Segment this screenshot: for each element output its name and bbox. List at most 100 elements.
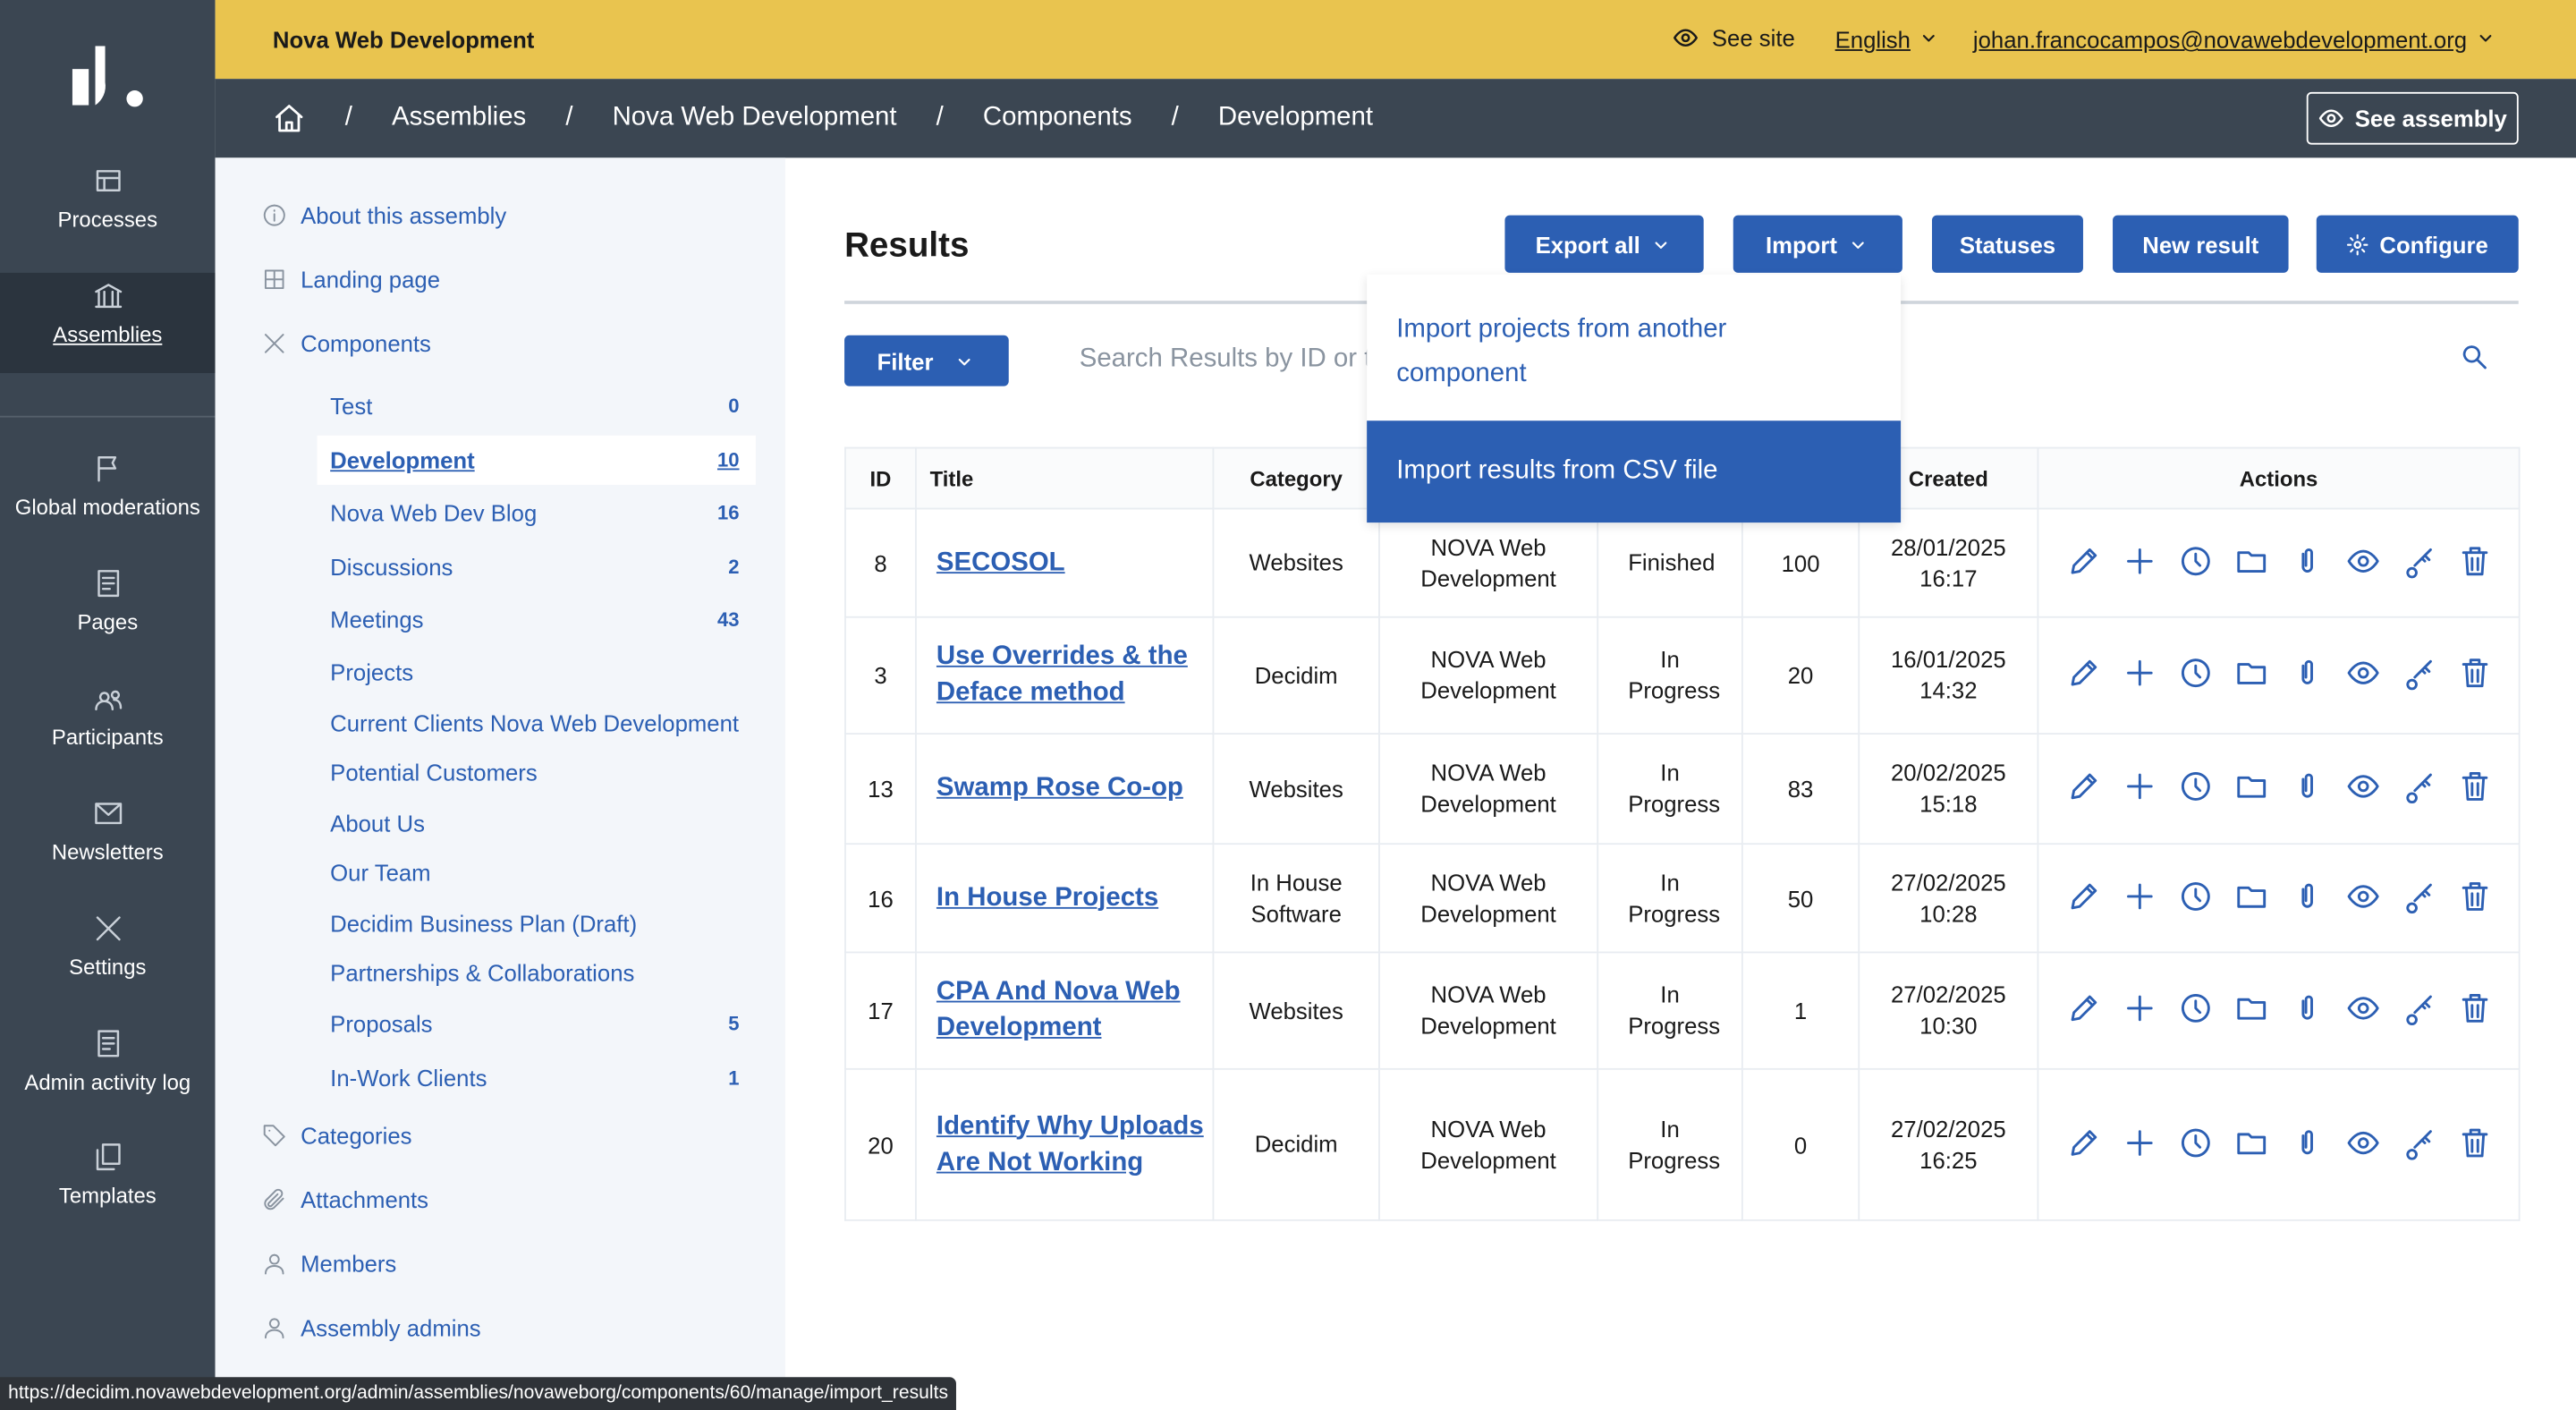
action-button[interactable] [2289, 879, 2324, 918]
action-button[interactable] [2178, 879, 2213, 918]
action-button[interactable] [2289, 543, 2324, 582]
dropdown-item[interactable]: Import projects from another component [1396, 307, 1824, 395]
action-button[interactable] [2066, 1125, 2101, 1164]
result-link[interactable]: Use Overrides & the Deface method [936, 642, 1188, 707]
component-item[interactable]: Our Team [317, 848, 755, 897]
breadcrumb-link[interactable]: Nova Web Development [613, 104, 897, 133]
sub-nav-item[interactable]: Landing page [261, 267, 831, 293]
action-button[interactable] [2289, 656, 2324, 695]
action-button[interactable] [2066, 879, 2101, 918]
nav-item[interactable]: Participants [0, 682, 216, 749]
action-button[interactable] [2401, 1125, 2436, 1164]
action-button[interactable] [2233, 769, 2268, 809]
action-button[interactable] [2178, 991, 2213, 1031]
action-button[interactable] [2345, 991, 2380, 1031]
action-button[interactable] [2345, 879, 2380, 918]
action-button[interactable] [2066, 991, 2101, 1031]
action-button[interactable] [2066, 769, 2101, 809]
action-button[interactable] [2178, 656, 2213, 695]
filter-button[interactable]: Filter [844, 336, 1009, 386]
action-button[interactable] [2457, 656, 2492, 695]
action-button[interactable] [2345, 769, 2380, 809]
action-button[interactable] [2289, 1125, 2324, 1164]
action-button[interactable] [2122, 656, 2157, 695]
result-link[interactable]: SECOSOL [936, 548, 1065, 576]
component-item[interactable]: Partnerships & Collaborations [317, 948, 755, 998]
action-button[interactable] [2122, 543, 2157, 582]
action-button[interactable] [2457, 769, 2492, 809]
action-button[interactable] [2401, 769, 2436, 809]
action-button[interactable] [2233, 656, 2268, 695]
component-item[interactable]: Projects [317, 648, 755, 697]
component-item[interactable]: Development10 [317, 436, 755, 485]
nav-item[interactable]: Admin activity log [0, 1027, 216, 1094]
action-button[interactable] [2122, 769, 2157, 809]
action-button[interactable] [2233, 543, 2268, 582]
sub-nav-item[interactable]: Assembly admins [261, 1314, 831, 1340]
breadcrumb-link[interactable]: Assemblies [392, 104, 526, 133]
header-button[interactable]: Export all [1504, 216, 1703, 273]
action-button[interactable] [2457, 879, 2492, 918]
action-button[interactable] [2345, 1125, 2380, 1164]
sub-nav-item[interactable]: Categories [261, 1123, 831, 1149]
action-button[interactable] [2401, 543, 2436, 582]
see-assembly[interactable]: See assembly [2307, 92, 2518, 145]
sub-nav-item[interactable]: About this assembly [261, 202, 831, 228]
component-item[interactable]: Decidim Business Plan (Draft) [317, 899, 755, 948]
action-button[interactable] [2233, 879, 2268, 918]
action-button[interactable] [2178, 1125, 2213, 1164]
action-button[interactable] [2457, 991, 2492, 1031]
nav-item[interactable]: Newsletters [0, 797, 216, 864]
component-item[interactable]: Current Clients Nova Web Development [317, 699, 755, 748]
dropdown-item[interactable]: Import results from CSV file [1367, 420, 1901, 522]
header-button[interactable]: Configure [2317, 216, 2519, 273]
action-button[interactable] [2401, 879, 2436, 918]
language[interactable]: English [1835, 26, 1940, 52]
breadcrumb-link[interactable]: Development [1218, 104, 1373, 133]
nav-item[interactable]: Templates [0, 1141, 216, 1208]
result-link[interactable]: Swamp Rose Co-op [936, 774, 1183, 802]
action-button[interactable] [2233, 991, 2268, 1031]
action-button[interactable] [2289, 769, 2324, 809]
nav-item[interactable]: Assemblies [0, 279, 216, 346]
nav-item[interactable]: Pages [0, 567, 216, 634]
component-item[interactable]: In-Work Clients1 [317, 1053, 755, 1102]
component-item[interactable]: Potential Customers [317, 748, 755, 797]
nav-item[interactable]: Global moderations [0, 452, 216, 519]
action-button[interactable] [2401, 656, 2436, 695]
see-site[interactable]: See site [1673, 25, 1795, 51]
action-button[interactable] [2345, 656, 2380, 695]
nav-item[interactable]: Settings [0, 912, 216, 979]
header-button[interactable]: Import [1733, 216, 1902, 273]
action-button[interactable] [2122, 1125, 2157, 1164]
action-button[interactable] [2457, 543, 2492, 582]
action-button[interactable] [2401, 991, 2436, 1031]
sub-nav-item[interactable]: Components [261, 330, 831, 356]
action-button[interactable] [2122, 991, 2157, 1031]
action-button[interactable] [2457, 1125, 2492, 1164]
component-item[interactable]: Discussions2 [317, 542, 755, 591]
component-item[interactable]: Test0 [317, 381, 755, 430]
action-button[interactable] [2066, 656, 2101, 695]
header-button[interactable]: Statuses [1932, 216, 2083, 273]
action-button[interactable] [2289, 991, 2324, 1031]
header-button[interactable]: New result [2113, 216, 2289, 273]
breadcrumb-link[interactable]: Components [983, 104, 1132, 133]
search-icon[interactable] [2460, 342, 2489, 379]
result-link[interactable]: In House Projects [936, 883, 1158, 911]
result-link[interactable]: Identify Why Uploads Are Not Working [936, 1112, 1204, 1176]
action-button[interactable] [2178, 543, 2213, 582]
action-button[interactable] [2345, 543, 2380, 582]
search-input[interactable]: Search Results by ID or title [1080, 345, 1405, 375]
nav-item[interactable]: Processes [0, 165, 216, 232]
component-item[interactable]: About Us [317, 799, 755, 848]
user-menu[interactable]: johan.francocampos@novawebdevelopment.or… [1973, 26, 2496, 52]
action-button[interactable] [2178, 769, 2213, 809]
action-button[interactable] [2122, 879, 2157, 918]
component-item[interactable]: Meetings43 [317, 595, 755, 644]
result-link[interactable]: CPA And Nova Web Development [936, 978, 1181, 1042]
component-item[interactable]: Proposals5 [317, 999, 755, 1049]
action-button[interactable] [2066, 543, 2101, 582]
action-button[interactable] [2233, 1125, 2268, 1164]
sub-nav-item[interactable]: Members [261, 1251, 831, 1277]
